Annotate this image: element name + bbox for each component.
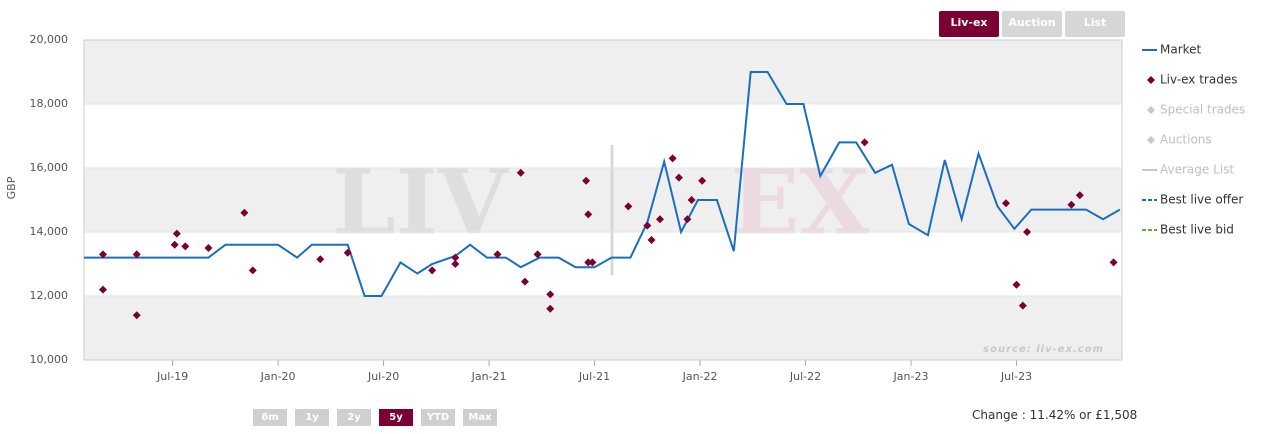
trade-point xyxy=(647,236,656,244)
legend-label: Auctions xyxy=(1160,133,1212,147)
trade-point xyxy=(204,244,213,252)
trade-point xyxy=(1023,228,1032,236)
trade-point xyxy=(584,210,593,219)
trade-point xyxy=(860,138,869,147)
range-button[interactable]: 1y xyxy=(295,409,329,426)
legend-label: Liv-ex trades xyxy=(1160,73,1237,87)
y-tick-label: 14,000 xyxy=(30,225,69,238)
range-button[interactable]: Max xyxy=(463,409,497,426)
x-tick-label: Jul-20 xyxy=(367,370,399,383)
trade-point xyxy=(1001,199,1010,208)
trade-point xyxy=(582,176,591,185)
trade-point xyxy=(698,176,707,185)
trade-point xyxy=(683,215,692,224)
range-button[interactable]: 2y xyxy=(337,409,371,426)
y-tick-label: 12,000 xyxy=(30,289,69,302)
trade-point xyxy=(1018,301,1027,310)
legend-symbol xyxy=(1147,136,1155,144)
legend-label: Market xyxy=(1160,43,1202,57)
trade-point xyxy=(687,196,696,204)
change-summary: Change : 11.42% or £1,508 xyxy=(972,408,1138,422)
trade-point xyxy=(170,240,179,249)
plot-band xyxy=(84,232,1122,296)
trade-point xyxy=(98,285,107,294)
y-tick-label: 16,000 xyxy=(30,161,69,174)
y-tick-label: 18,000 xyxy=(30,97,69,110)
plot-band xyxy=(84,296,1122,360)
trade-point xyxy=(668,154,677,163)
trade-point xyxy=(428,266,437,275)
view-button[interactable]: Liv-ex xyxy=(939,11,999,37)
x-tick-label: Jul-22 xyxy=(789,370,821,383)
trade-point xyxy=(1075,191,1084,200)
trade-point xyxy=(520,277,529,286)
trade-point xyxy=(181,242,190,251)
x-tick-label: Jan-23 xyxy=(893,370,929,383)
plot-band xyxy=(84,168,1122,232)
x-tick-label: Jul-23 xyxy=(1000,370,1032,383)
trade-point xyxy=(132,311,141,320)
trade-point xyxy=(533,250,542,259)
legend-symbol xyxy=(1147,76,1155,84)
trade-point xyxy=(516,168,525,177)
x-tick-label: Jan-22 xyxy=(682,370,718,383)
trade-point xyxy=(584,258,593,267)
plot-frame xyxy=(83,39,1123,361)
trade-point xyxy=(546,304,555,313)
x-tick-label: Jan-21 xyxy=(471,370,507,383)
x-tick-label: Jul-21 xyxy=(578,370,610,383)
trade-point xyxy=(172,229,181,238)
trade-point xyxy=(240,208,249,217)
trade-point xyxy=(1067,200,1076,209)
trade-point xyxy=(451,253,460,262)
trade-point xyxy=(451,260,460,268)
view-button[interactable]: List xyxy=(1065,11,1125,37)
legend-symbol xyxy=(1147,106,1155,114)
y-tick-label: 20,000 xyxy=(30,33,69,46)
legend-label: Special trades xyxy=(1160,103,1245,117)
range-button[interactable]: YTD xyxy=(421,409,455,426)
trade-point xyxy=(674,173,683,182)
plot-band xyxy=(84,40,1122,104)
trade-point xyxy=(655,215,664,224)
trade-point xyxy=(248,266,257,275)
trade-point xyxy=(1012,280,1021,289)
range-button[interactable]: 6m xyxy=(253,409,287,426)
trade-point xyxy=(343,248,352,257)
trade-point xyxy=(643,221,652,230)
source-note: source: liv-ex.com xyxy=(983,344,1104,355)
watermark: LIV xyxy=(332,150,509,256)
trade-point xyxy=(588,258,597,267)
x-tick-label: Jan-20 xyxy=(260,370,296,383)
range-button[interactable]: 5y xyxy=(379,409,413,426)
trade-point xyxy=(1109,258,1118,267)
trade-point xyxy=(624,202,633,211)
y-tick-label: 10,000 xyxy=(30,353,69,366)
view-button[interactable]: Auction xyxy=(1002,11,1062,37)
legend-label: Average List xyxy=(1160,163,1234,177)
plot-band xyxy=(84,104,1122,168)
legend-label: Best live offer xyxy=(1160,193,1243,207)
market-line xyxy=(84,71,1121,297)
trade-point xyxy=(493,250,502,259)
trade-point xyxy=(316,255,325,264)
trade-point xyxy=(546,290,555,299)
trade-point xyxy=(132,250,141,259)
x-tick-label: Jul-19 xyxy=(156,370,188,383)
legend-label: Best live bid xyxy=(1160,223,1234,237)
watermark: EX xyxy=(731,150,870,256)
y-axis-label: GBP xyxy=(5,176,18,199)
trade-point xyxy=(98,250,107,259)
